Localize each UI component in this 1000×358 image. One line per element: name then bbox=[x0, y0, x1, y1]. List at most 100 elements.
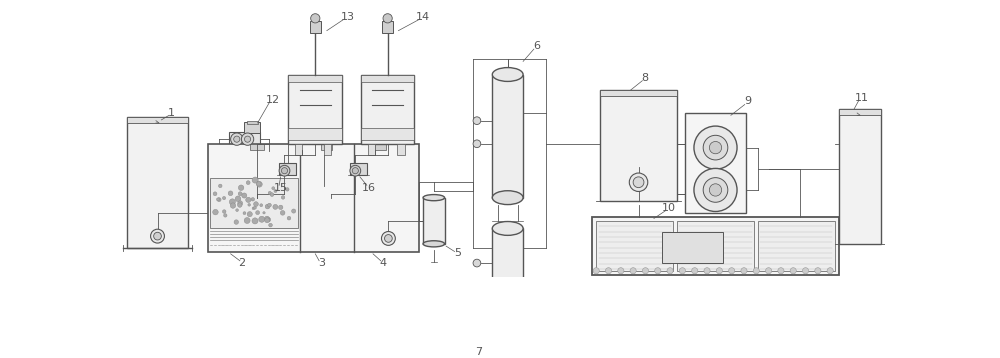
Text: 3: 3 bbox=[318, 258, 325, 268]
Circle shape bbox=[230, 203, 236, 208]
Circle shape bbox=[292, 209, 296, 213]
Circle shape bbox=[694, 168, 737, 212]
Circle shape bbox=[234, 220, 239, 224]
Bar bbox=[288, 74, 342, 82]
Bar bbox=[288, 129, 342, 140]
Circle shape bbox=[709, 184, 722, 196]
Circle shape bbox=[716, 268, 722, 274]
Bar bbox=[423, 198, 445, 244]
Circle shape bbox=[244, 136, 251, 142]
Circle shape bbox=[267, 217, 269, 219]
Circle shape bbox=[667, 268, 673, 274]
Circle shape bbox=[252, 218, 258, 224]
Circle shape bbox=[251, 198, 255, 201]
Circle shape bbox=[213, 192, 217, 196]
Circle shape bbox=[605, 268, 612, 274]
Text: 14: 14 bbox=[416, 12, 430, 22]
Bar bbox=[324, 144, 331, 155]
Ellipse shape bbox=[423, 194, 445, 201]
Circle shape bbox=[381, 232, 395, 245]
Bar bbox=[229, 132, 260, 146]
Circle shape bbox=[234, 136, 240, 142]
Circle shape bbox=[655, 268, 661, 274]
Text: 5: 5 bbox=[454, 248, 461, 258]
Circle shape bbox=[216, 198, 220, 201]
Circle shape bbox=[753, 268, 759, 274]
Circle shape bbox=[802, 268, 809, 274]
Circle shape bbox=[213, 209, 218, 215]
Bar bbox=[361, 129, 414, 140]
Bar bbox=[685, 113, 746, 213]
Bar bbox=[279, 163, 296, 175]
Circle shape bbox=[729, 268, 735, 274]
Circle shape bbox=[703, 135, 728, 160]
Circle shape bbox=[281, 196, 285, 199]
Bar bbox=[839, 109, 881, 115]
Bar bbox=[368, 144, 375, 155]
Circle shape bbox=[473, 117, 481, 125]
Circle shape bbox=[703, 178, 728, 202]
Circle shape bbox=[280, 211, 285, 215]
Bar bbox=[250, 144, 264, 150]
Circle shape bbox=[350, 165, 361, 176]
Bar bbox=[127, 117, 188, 248]
Circle shape bbox=[709, 141, 722, 154]
Circle shape bbox=[790, 268, 796, 274]
Circle shape bbox=[679, 268, 685, 274]
Circle shape bbox=[704, 268, 710, 274]
Circle shape bbox=[281, 168, 288, 174]
Circle shape bbox=[265, 204, 270, 209]
Circle shape bbox=[473, 140, 481, 147]
Circle shape bbox=[268, 191, 271, 194]
Circle shape bbox=[254, 202, 258, 207]
Bar bbox=[288, 74, 342, 144]
Circle shape bbox=[286, 188, 289, 191]
Circle shape bbox=[629, 173, 648, 192]
Circle shape bbox=[692, 268, 698, 274]
Bar bbox=[350, 163, 367, 175]
Circle shape bbox=[252, 177, 258, 183]
Circle shape bbox=[778, 268, 784, 274]
Circle shape bbox=[642, 268, 649, 274]
Circle shape bbox=[248, 203, 251, 206]
Circle shape bbox=[259, 216, 265, 222]
Circle shape bbox=[231, 133, 243, 145]
Text: 10: 10 bbox=[662, 203, 676, 213]
Bar bbox=[210, 178, 298, 228]
Text: 8: 8 bbox=[641, 73, 648, 83]
Circle shape bbox=[473, 259, 481, 267]
Circle shape bbox=[254, 207, 256, 209]
Circle shape bbox=[383, 14, 392, 23]
Circle shape bbox=[260, 204, 263, 207]
Circle shape bbox=[238, 203, 242, 207]
Circle shape bbox=[265, 216, 269, 221]
Circle shape bbox=[630, 268, 636, 274]
Text: 16: 16 bbox=[362, 183, 376, 193]
Circle shape bbox=[236, 209, 238, 212]
Circle shape bbox=[815, 268, 821, 274]
Circle shape bbox=[256, 211, 260, 214]
Circle shape bbox=[257, 182, 262, 187]
Bar bbox=[321, 144, 332, 150]
Bar bbox=[662, 232, 723, 263]
Circle shape bbox=[228, 191, 233, 196]
Circle shape bbox=[279, 205, 283, 209]
Bar bbox=[839, 109, 881, 244]
Circle shape bbox=[246, 197, 251, 203]
Text: 11: 11 bbox=[855, 93, 869, 103]
Circle shape bbox=[238, 201, 243, 206]
Circle shape bbox=[247, 212, 252, 217]
Circle shape bbox=[741, 268, 747, 274]
Circle shape bbox=[238, 185, 244, 190]
Bar bbox=[361, 74, 414, 144]
Bar bbox=[397, 144, 405, 155]
Circle shape bbox=[287, 216, 291, 220]
Circle shape bbox=[218, 184, 222, 188]
Bar bbox=[247, 121, 258, 124]
Ellipse shape bbox=[492, 321, 523, 335]
Bar bbox=[600, 90, 677, 202]
Circle shape bbox=[222, 210, 226, 213]
Circle shape bbox=[217, 198, 221, 202]
Circle shape bbox=[266, 218, 271, 222]
Circle shape bbox=[268, 203, 271, 207]
